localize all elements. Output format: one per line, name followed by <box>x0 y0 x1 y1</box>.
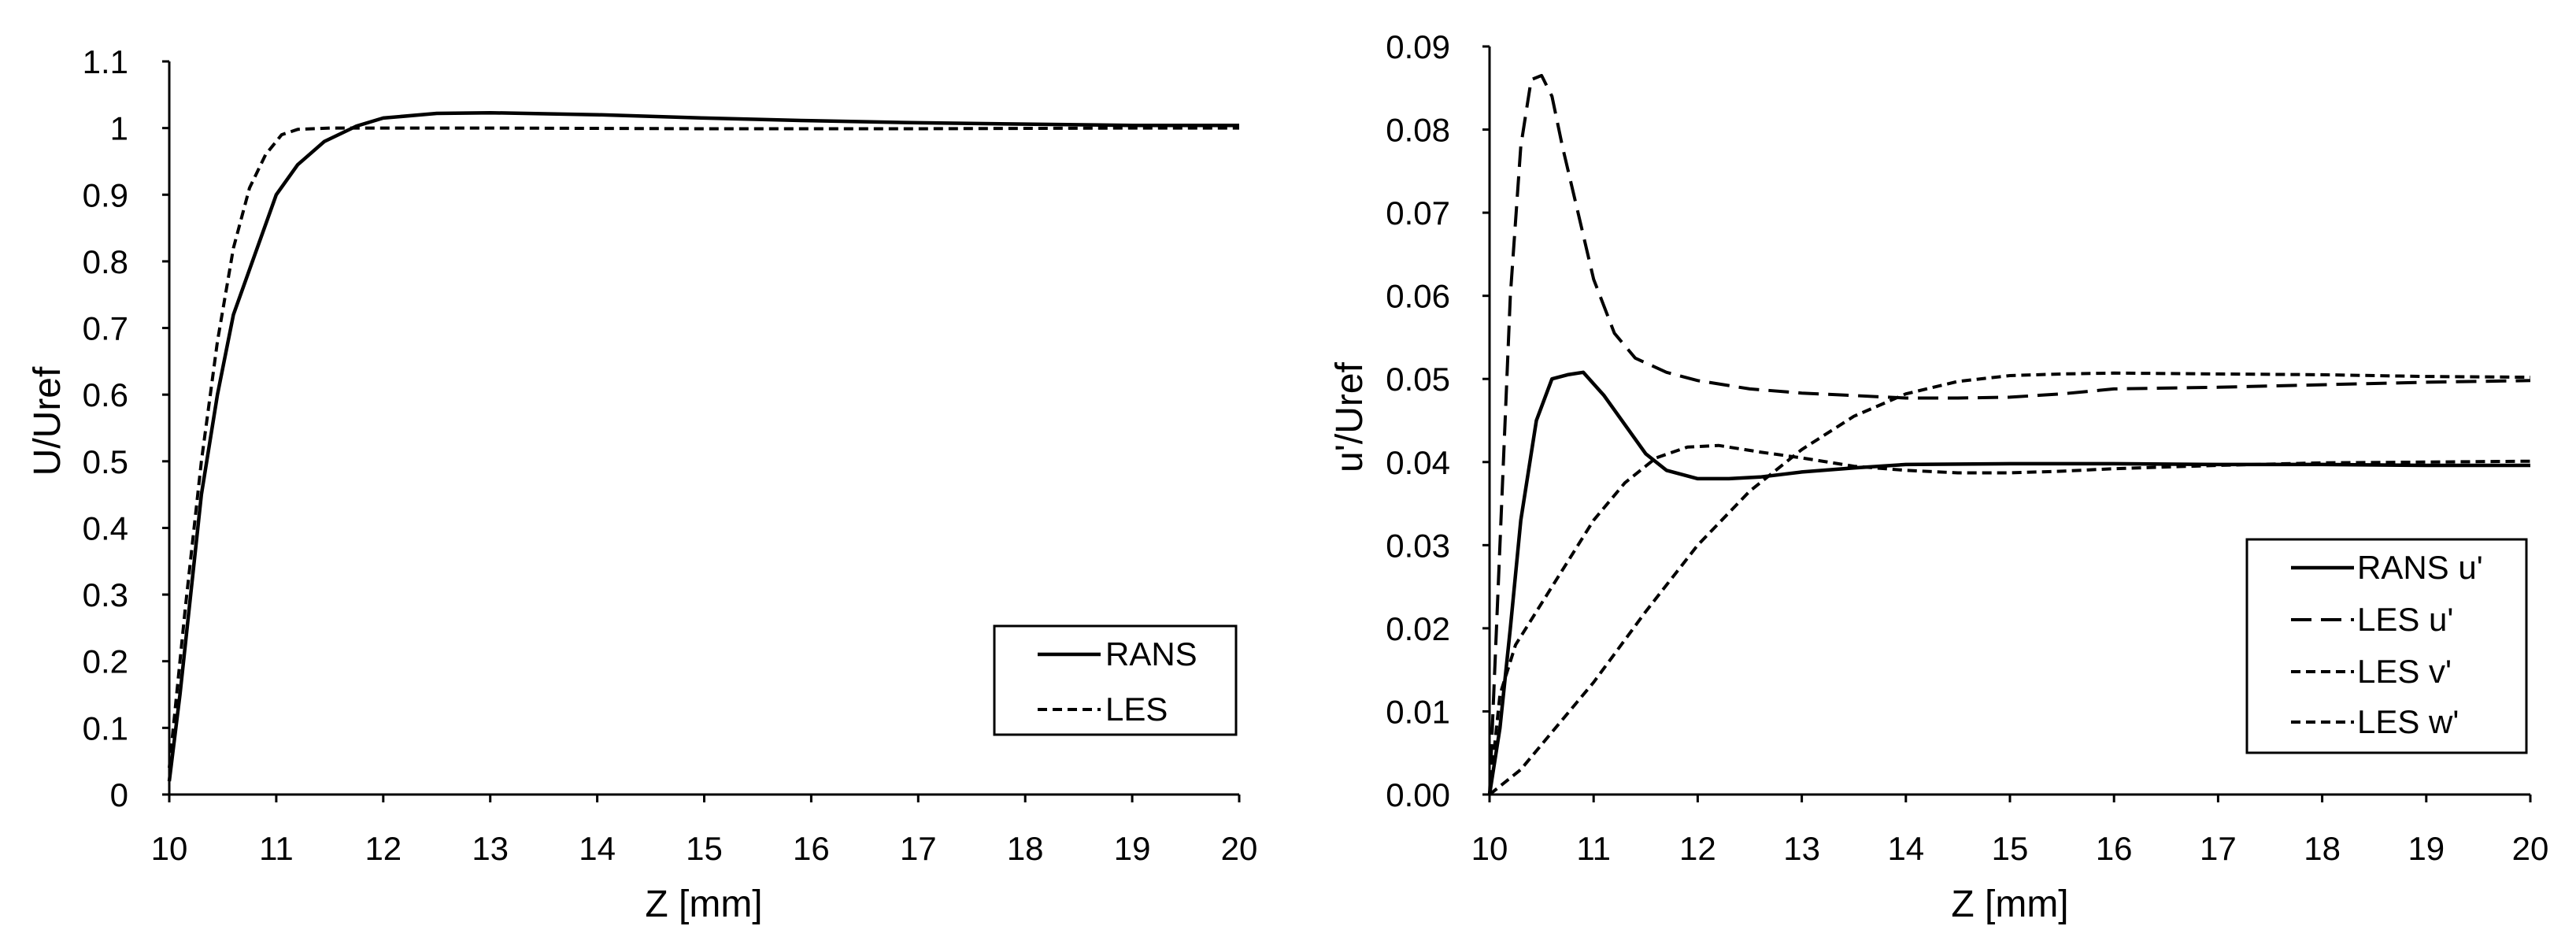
left-y-tick-label: 0.7 <box>83 310 128 347</box>
left-legend: RANS LES <box>993 624 1238 736</box>
chart-left-velocity: 00.10.20.30.40.50.60.70.80.911.1 10 11 12 1… <box>27 43 1257 925</box>
right-x-tick-label: 10 <box>1471 830 1508 867</box>
right-x-tick-labels: 10 11 12 13 14 15 16 17 18 19 20 <box>1471 795 2549 867</box>
left-y-tick-label: 0.6 <box>83 376 128 413</box>
right-y-tick-label: 0.08 <box>1386 112 1450 149</box>
right-x-tick-label: 16 <box>2096 830 2133 867</box>
right-y-tick-label: 0.09 <box>1386 28 1450 65</box>
left-x-tick-label: 15 <box>686 830 723 867</box>
right-series-les-w-line <box>1488 371 2531 796</box>
right-y-tick-label: 0.05 <box>1386 361 1450 398</box>
left-legend-label-les: LES <box>1105 691 1168 728</box>
left-series-group <box>167 110 1239 782</box>
right-x-axis-title: Z [mm] <box>1951 883 2068 925</box>
left-x-tick-label: 13 <box>472 830 509 867</box>
right-legend-label-les-v: LES v' <box>2357 653 2452 690</box>
right-x-tick-label: 13 <box>1783 830 1820 867</box>
right-series-rans-u-line <box>1487 370 2530 795</box>
right-x-tick-label: 20 <box>2512 830 2549 867</box>
left-series-rans-line <box>167 110 1239 782</box>
right-y-tick-label: 0.06 <box>1386 278 1450 315</box>
right-y-tick-label: 0.00 <box>1386 776 1450 813</box>
left-y-tick-label: 0 <box>110 776 128 813</box>
left-x-tick-label: 11 <box>259 830 294 867</box>
right-x-tick-label: 11 <box>1576 830 1611 867</box>
right-x-tick-label: 18 <box>2304 830 2341 867</box>
left-x-tick-label: 18 <box>1007 830 1044 867</box>
left-series-les-line <box>168 126 1239 769</box>
left-y-tick-label: 0.9 <box>83 176 128 213</box>
left-x-tick-label: 17 <box>900 830 937 867</box>
left-x-tick-label: 16 <box>793 830 830 867</box>
right-legend-label-les-w: LES w' <box>2357 703 2459 740</box>
left-x-tick-label: 12 <box>365 830 402 867</box>
right-x-tick-label: 14 <box>1887 830 1924 867</box>
left-y-tick-label: 0.3 <box>83 576 128 613</box>
left-x-tick-label: 10 <box>151 830 188 867</box>
left-x-axis-title: Z [mm] <box>645 883 762 925</box>
left-legend-box <box>993 624 1238 736</box>
right-legend-label-les-u: LES u' <box>2357 601 2453 638</box>
left-y-tick-labels: 0 0.1 0.2 0.3 0.4 0.5 0.6 0.7 0.8 0.9 1 1.1 <box>83 43 169 813</box>
right-series-group <box>1487 73 2531 796</box>
left-y-tick-label: 0.8 <box>83 243 128 280</box>
right-series-les-v-line <box>1488 443 2531 795</box>
left-y-tick-label: 0.2 <box>83 643 128 680</box>
right-x-tick-label: 19 <box>2408 830 2445 867</box>
right-y-tick-label: 0.01 <box>1386 693 1450 730</box>
left-y-tick-label: 0.1 <box>83 709 128 746</box>
right-legend: RANS u' LES u' LES v' LES w' <box>2245 538 2528 754</box>
left-y-tick-label: 0.4 <box>83 509 128 546</box>
right-series-les-u-line <box>1488 73 2531 795</box>
left-x-tick-label: 14 <box>579 830 616 867</box>
right-legend-box <box>2245 538 2528 754</box>
left-y-axis-title: U/Uref <box>27 366 68 476</box>
right-x-tick-label: 17 <box>2200 830 2237 867</box>
right-y-tick-labels: 0.00 0.01 0.02 0.03 0.04 0.05 0.06 0.07 0.08 0.09 <box>1386 28 1490 813</box>
left-x-tick-label: 19 <box>1114 830 1151 867</box>
right-y-tick-label: 0.02 <box>1386 610 1450 647</box>
right-y-tick-label: 0.07 <box>1386 194 1450 232</box>
right-y-tick-label: 0.04 <box>1386 444 1450 481</box>
left-x-tick-label: 20 <box>1221 830 1258 867</box>
right-x-tick-label: 15 <box>1992 830 2029 867</box>
right-x-tick-label: 12 <box>1679 830 1716 867</box>
chart-right-fluctuation: 0.00 0.01 0.02 0.03 0.04 0.05 0.06 0.07 0.08 0.09… <box>1329 28 2548 925</box>
left-y-tick-label: 1 <box>110 110 128 147</box>
right-y-axis-title: u'/Uref <box>1329 361 1371 472</box>
right-legend-label-rans-u: RANS u' <box>2357 549 2483 586</box>
right-y-tick-label: 0.03 <box>1386 527 1450 564</box>
left-y-tick-label: 0.5 <box>83 443 128 480</box>
left-y-tick-label: 1.1 <box>83 43 128 80</box>
left-x-tick-labels: 10 11 12 13 14 15 16 17 18 19 20 <box>151 795 1258 867</box>
left-legend-label-rans: RANS <box>1105 635 1197 672</box>
